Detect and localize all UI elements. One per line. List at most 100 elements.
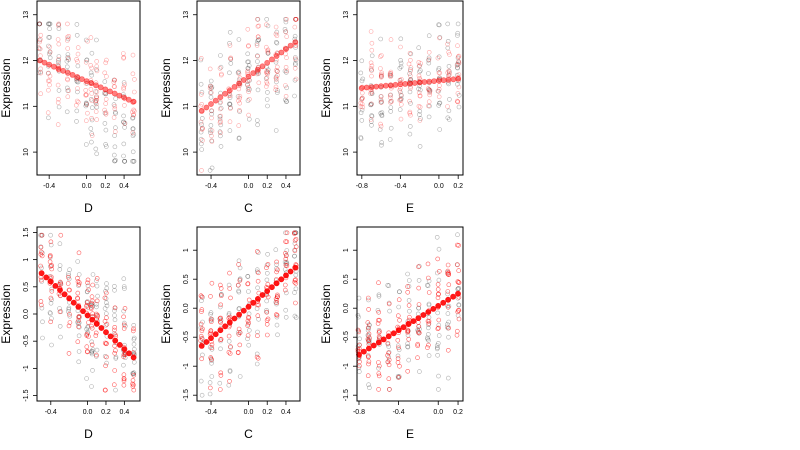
- data-point-black: [121, 119, 126, 125]
- y-tick-label: -1.5: [183, 389, 190, 401]
- fitted-point: [43, 274, 50, 281]
- fitted-point: [75, 303, 82, 310]
- x-tick-label: 0.0: [83, 409, 93, 416]
- fitted-point: [450, 76, 457, 83]
- data-point-black: [37, 21, 42, 27]
- data-point-red: [292, 277, 298, 283]
- data-point-red: [37, 39, 42, 45]
- data-point-black: [445, 375, 451, 381]
- data-point-red: [284, 68, 290, 74]
- data-point-black: [199, 147, 204, 152]
- data-point-red: [293, 300, 298, 306]
- data-point-black: [89, 139, 94, 145]
- fitted-point: [52, 282, 59, 289]
- x-axis-label: C: [244, 427, 253, 441]
- data-point-black: [388, 125, 394, 131]
- data-point-red: [255, 24, 261, 29]
- data-point-red: [387, 73, 393, 78]
- data-point-black: [227, 95, 233, 100]
- data-point-black: [265, 67, 271, 73]
- data-point-red: [94, 101, 99, 107]
- data-point-red: [435, 256, 441, 262]
- data-point-red: [209, 280, 215, 286]
- data-point-red: [111, 84, 117, 89]
- data-point-red: [104, 354, 109, 360]
- data-point-red: [77, 280, 82, 285]
- data-point-red: [265, 49, 271, 55]
- points-group: [355, 232, 462, 392]
- data-point-red: [66, 33, 72, 39]
- data-point-red: [209, 128, 215, 133]
- data-point-red: [292, 248, 298, 253]
- data-point-black: [56, 26, 62, 31]
- data-point-red: [89, 325, 95, 331]
- data-point-black: [273, 74, 279, 80]
- data-point-red: [47, 259, 53, 265]
- data-point-black: [209, 85, 214, 91]
- data-point-black: [66, 57, 71, 63]
- data-point-black: [56, 22, 62, 28]
- data-point-black: [209, 374, 215, 379]
- data-point-black: [37, 21, 43, 27]
- data-point-red: [130, 384, 136, 389]
- data-point-red: [436, 70, 442, 75]
- data-point-red: [209, 345, 215, 351]
- data-point-black: [123, 323, 128, 329]
- data-point-red: [237, 330, 243, 335]
- data-point-black: [436, 89, 441, 94]
- fitted-point: [283, 46, 289, 52]
- scatter-panel-5: -0.4 0.0 0.2 0.4 -1.5 -1 -0.5 0.0 0.5 1 C Expressio…: [159, 226, 301, 441]
- data-point-red: [131, 372, 137, 378]
- data-point-red: [283, 65, 289, 70]
- data-point-black: [292, 77, 298, 83]
- data-point-red: [75, 59, 80, 64]
- data-point-red: [236, 262, 241, 267]
- data-point-black: [198, 81, 204, 87]
- fitted-point: [365, 345, 372, 352]
- data-point-red: [58, 232, 64, 238]
- data-point-black: [426, 315, 432, 320]
- data-point-black: [434, 343, 440, 348]
- data-point-red: [209, 115, 214, 121]
- data-point-black: [66, 309, 71, 314]
- data-point-black: [89, 348, 95, 354]
- data-point-red: [255, 270, 261, 276]
- data-point-black: [265, 23, 271, 29]
- data-point-red: [292, 24, 298, 30]
- data-point-red: [275, 73, 280, 78]
- data-point-red: [45, 71, 51, 76]
- data-point-black: [130, 133, 136, 138]
- data-point-red: [407, 73, 413, 79]
- data-point-black: [386, 283, 392, 289]
- data-point-red: [360, 104, 366, 110]
- data-point-red: [227, 351, 233, 356]
- data-point-black: [132, 346, 137, 352]
- fitted-point: [356, 351, 362, 358]
- data-point-red: [113, 129, 118, 134]
- data-point-black: [227, 368, 233, 373]
- data-point-black: [396, 347, 402, 353]
- data-point-red: [435, 326, 441, 332]
- fitted-point: [121, 94, 127, 101]
- fitted-point: [254, 66, 261, 73]
- data-point-red: [386, 301, 392, 307]
- data-point-red: [76, 282, 82, 287]
- fitted-point: [435, 302, 442, 309]
- data-point-black: [112, 287, 117, 293]
- data-point-black: [376, 365, 381, 371]
- data-point-red: [446, 282, 452, 288]
- x-tick-label: 0.0: [244, 183, 254, 190]
- data-point-red: [395, 337, 401, 343]
- x-tick-label: 0.4: [119, 183, 129, 190]
- data-point-black: [245, 87, 251, 92]
- data-point-red: [376, 317, 381, 323]
- data-point-black: [113, 158, 118, 163]
- data-point-black: [407, 131, 413, 137]
- data-point-red: [274, 33, 280, 39]
- data-point-black: [406, 357, 412, 363]
- data-point-red: [45, 110, 51, 115]
- data-point-black: [90, 347, 96, 352]
- data-point-red: [76, 324, 81, 330]
- data-point-red: [265, 48, 271, 54]
- data-point-red: [368, 101, 374, 107]
